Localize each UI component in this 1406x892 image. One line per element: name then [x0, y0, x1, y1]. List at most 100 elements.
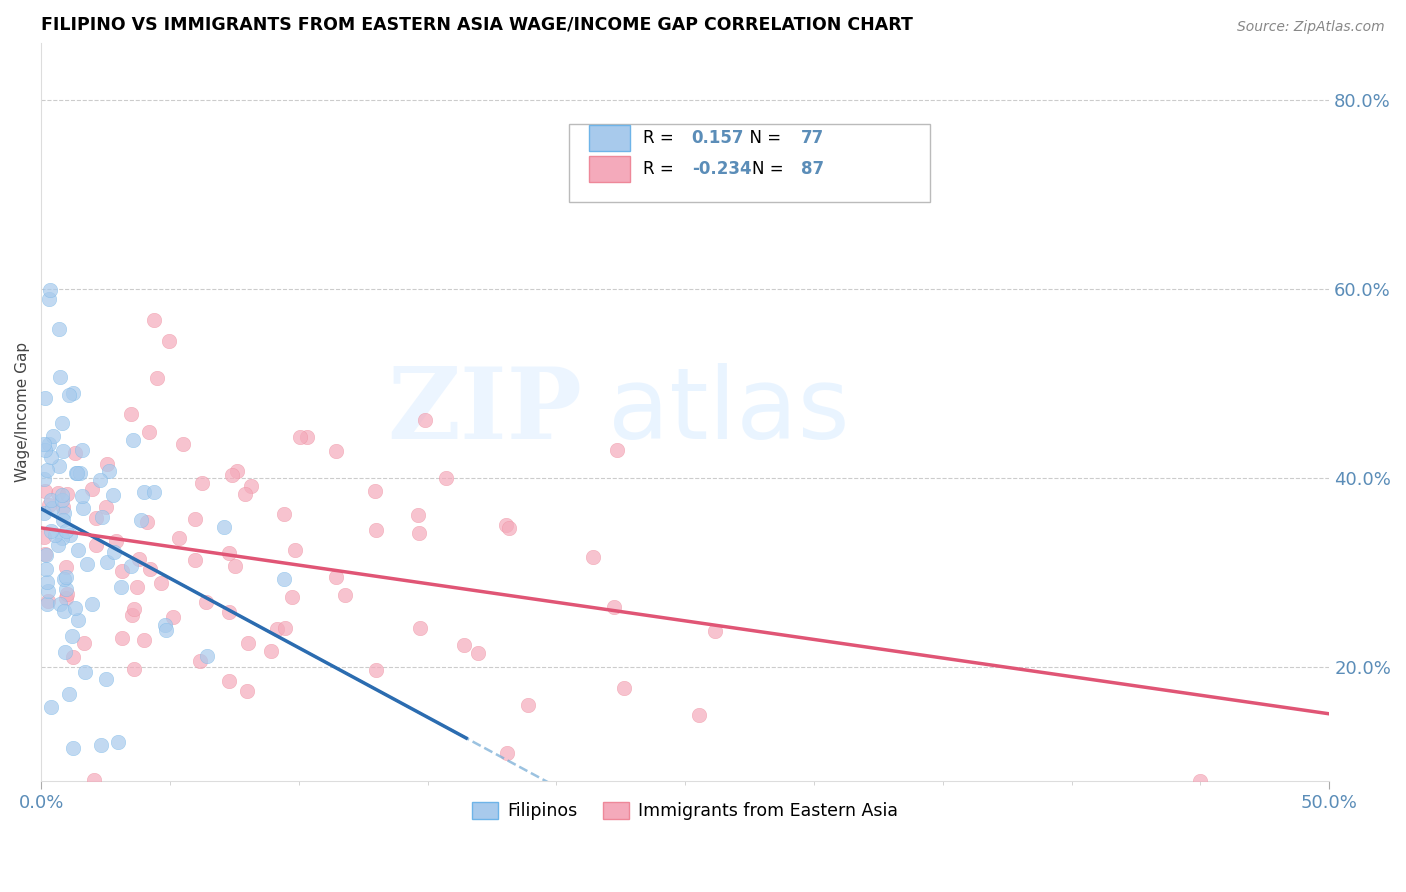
Point — [32, 530, 55, 544]
Point — [266, 622, 288, 636]
Point — [66, 613, 89, 627]
Point — [62, 386, 84, 401]
Point — [34, 562, 56, 576]
Point — [58, 688, 80, 702]
Text: 87: 87 — [801, 160, 824, 178]
Point — [434, 471, 457, 485]
Point — [32, 506, 55, 520]
Point — [333, 588, 356, 602]
Point — [290, 430, 312, 444]
Point — [55, 560, 77, 574]
Point — [38, 292, 60, 306]
Legend: Filipinos, Immigrants from Eastern Asia: Filipinos, Immigrants from Eastern Asia — [465, 795, 905, 827]
Point — [73, 665, 96, 679]
Point — [38, 437, 60, 451]
Point — [325, 570, 347, 584]
Text: R =: R = — [643, 160, 679, 178]
Point — [122, 662, 145, 676]
Point — [32, 437, 55, 451]
Text: 77: 77 — [801, 129, 824, 147]
Point — [51, 416, 73, 430]
Point — [39, 283, 62, 297]
Point — [53, 572, 76, 586]
Point — [86, 510, 108, 524]
Point — [120, 559, 142, 574]
Point — [96, 555, 118, 569]
Point — [406, 508, 429, 522]
Point — [38, 498, 60, 512]
Point — [364, 664, 387, 678]
Point — [96, 457, 118, 471]
Point — [297, 430, 319, 444]
Point — [51, 500, 73, 514]
Point — [94, 500, 117, 514]
Text: ZIP: ZIP — [387, 363, 582, 460]
Point — [516, 698, 538, 712]
Point — [69, 466, 91, 480]
Point — [184, 512, 207, 526]
Point — [132, 484, 155, 499]
Text: N =: N = — [740, 129, 787, 147]
Point — [89, 473, 111, 487]
Point — [453, 638, 475, 652]
Point — [53, 645, 76, 659]
Point — [236, 636, 259, 650]
Point — [172, 436, 194, 450]
Point — [107, 735, 129, 749]
Point — [34, 443, 56, 458]
Text: atlas: atlas — [607, 363, 849, 460]
Point — [121, 407, 143, 421]
Point — [162, 610, 184, 624]
Point — [55, 487, 77, 501]
Point — [59, 528, 82, 542]
Point — [131, 513, 153, 527]
Point — [155, 624, 177, 638]
FancyBboxPatch shape — [589, 156, 630, 182]
Point — [142, 312, 165, 326]
Text: FILIPINO VS IMMIGRANTS FROM EASTERN ASIA WAGE/INCOME GAP CORRELATION CHART: FILIPINO VS IMMIGRANTS FROM EASTERN ASIA… — [41, 15, 912, 33]
Point — [62, 650, 84, 665]
Point — [37, 594, 59, 608]
Point — [83, 772, 105, 787]
Point — [218, 545, 240, 559]
Point — [55, 582, 77, 596]
Point — [259, 644, 281, 658]
Point — [233, 487, 256, 501]
Point — [103, 488, 125, 502]
Point — [582, 549, 605, 564]
Text: N =: N = — [752, 160, 789, 178]
Point — [49, 370, 72, 384]
Point — [39, 699, 62, 714]
Point — [82, 482, 104, 496]
Text: R =: R = — [643, 129, 679, 147]
Point — [224, 558, 246, 573]
Point — [73, 636, 96, 650]
Point — [41, 501, 63, 516]
Point — [105, 533, 128, 548]
Point — [613, 681, 636, 695]
Y-axis label: Wage/Income Gap: Wage/Income Gap — [15, 342, 30, 482]
Point — [110, 580, 132, 594]
Point — [90, 509, 112, 524]
Point — [46, 485, 69, 500]
Point — [70, 442, 93, 457]
Point — [212, 520, 235, 534]
Point — [72, 500, 94, 515]
Point — [111, 631, 134, 645]
Point — [103, 545, 125, 559]
Point — [46, 538, 69, 552]
Point — [94, 672, 117, 686]
Point — [111, 564, 134, 578]
Point — [49, 597, 72, 611]
Point — [408, 525, 430, 540]
FancyBboxPatch shape — [589, 125, 630, 152]
Point — [58, 388, 80, 402]
Point — [60, 629, 83, 643]
Point — [408, 621, 430, 635]
Point — [218, 605, 240, 619]
Point — [197, 648, 219, 663]
Point — [84, 538, 107, 552]
Point — [150, 575, 173, 590]
Point — [188, 654, 211, 668]
Point — [37, 597, 59, 611]
